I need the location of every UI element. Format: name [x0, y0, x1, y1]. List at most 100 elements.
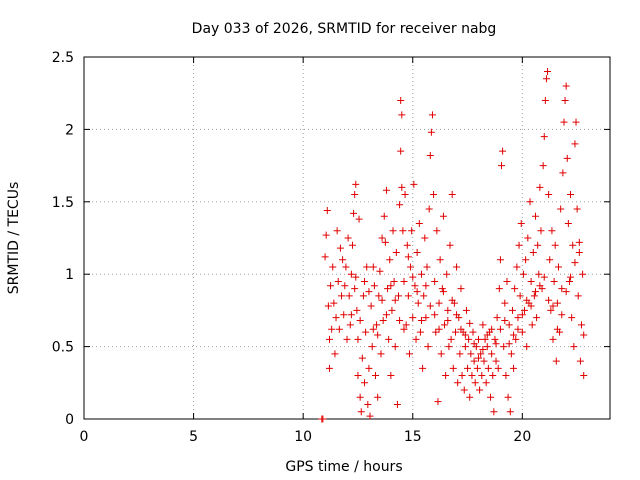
- data-point: [493, 314, 501, 322]
- data-point: [382, 186, 390, 194]
- x-tick-label: 20: [513, 429, 531, 445]
- data-point: [404, 253, 412, 261]
- data-point: [560, 118, 568, 126]
- data-point: [554, 263, 562, 271]
- data-point: [368, 343, 376, 351]
- data-point: [381, 238, 389, 246]
- data-point: [444, 317, 452, 325]
- x-tick-label: 5: [189, 429, 198, 445]
- data-point: [457, 285, 465, 293]
- data-point: [413, 288, 421, 296]
- data-point: [470, 357, 478, 365]
- data-point: [498, 162, 506, 170]
- data-point: [351, 191, 359, 199]
- data-point: [522, 256, 530, 264]
- data-point: [458, 372, 466, 380]
- data-point: [403, 241, 411, 249]
- data-point: [549, 302, 557, 310]
- data-point: [331, 350, 339, 358]
- data-point: [421, 234, 429, 242]
- data-point: [466, 319, 474, 327]
- data-point: [505, 340, 513, 348]
- data-point: [481, 335, 489, 343]
- data-point: [541, 96, 549, 104]
- data-point: [391, 343, 399, 351]
- data-point: [492, 357, 500, 365]
- data-point: [346, 321, 354, 329]
- x-tick-label: 10: [294, 429, 312, 445]
- data-point: [530, 292, 538, 300]
- data-point: [488, 350, 496, 358]
- data-point: [483, 331, 491, 339]
- data-point: [408, 227, 416, 235]
- data-point: [386, 256, 394, 264]
- data-point: [553, 325, 561, 333]
- data-point: [333, 227, 341, 235]
- y-axis-label: SRMTID / TECUs: [6, 182, 22, 295]
- data-point: [529, 248, 537, 256]
- data-point: [334, 277, 342, 285]
- data-point: [325, 335, 333, 343]
- data-point: [357, 408, 365, 416]
- data-point: [551, 241, 559, 249]
- data-point: [416, 328, 424, 336]
- data-point: [384, 285, 392, 293]
- data-point: [469, 328, 477, 336]
- data-point: [359, 292, 367, 300]
- data-point: [353, 306, 361, 314]
- data-point: [324, 302, 332, 310]
- data-point: [528, 321, 536, 329]
- data-point: [365, 364, 373, 372]
- data-point: [431, 311, 439, 319]
- data-point: [510, 331, 518, 339]
- data-point: [411, 282, 419, 290]
- data-point: [559, 169, 567, 177]
- data-point: [398, 111, 406, 119]
- data-point: [456, 350, 464, 358]
- data-point: [453, 311, 461, 319]
- data-point: [575, 238, 583, 246]
- data-point: [365, 288, 373, 296]
- data-point: [504, 393, 512, 401]
- y-tick-label: 0: [65, 412, 74, 428]
- data-point: [540, 133, 548, 141]
- data-point: [347, 311, 355, 319]
- data-point: [322, 231, 330, 239]
- data-point: [573, 205, 581, 213]
- data-point: [425, 205, 433, 213]
- data-point: [371, 372, 379, 380]
- data-point: [492, 340, 500, 348]
- y-tick-label: 0.5: [52, 340, 74, 356]
- data-point: [341, 282, 349, 290]
- data-point: [389, 227, 397, 235]
- data-point: [557, 205, 565, 213]
- data-point: [521, 306, 529, 314]
- data-point: [513, 263, 521, 271]
- data-point: [490, 408, 498, 416]
- data-point: [352, 273, 360, 281]
- data-point: [361, 277, 369, 285]
- data-point: [562, 82, 570, 90]
- data-point: [527, 302, 535, 310]
- data-point: [352, 180, 360, 188]
- data-point: [487, 393, 495, 401]
- data-point: [374, 331, 382, 339]
- data-point: [442, 372, 450, 380]
- data-point: [435, 299, 443, 307]
- data-point: [571, 259, 579, 267]
- data-point: [526, 198, 534, 206]
- data-point: [437, 350, 445, 358]
- data-point: [453, 263, 461, 271]
- data-point: [338, 292, 346, 300]
- data-point: [545, 296, 553, 304]
- data-point: [345, 292, 353, 300]
- data-point: [477, 350, 485, 358]
- data-point: [448, 191, 456, 199]
- data-point: [578, 321, 586, 329]
- data-point: [558, 285, 566, 293]
- data-point: [478, 372, 486, 380]
- data-point: [401, 191, 409, 199]
- data-point: [390, 277, 398, 285]
- data-point: [565, 277, 573, 285]
